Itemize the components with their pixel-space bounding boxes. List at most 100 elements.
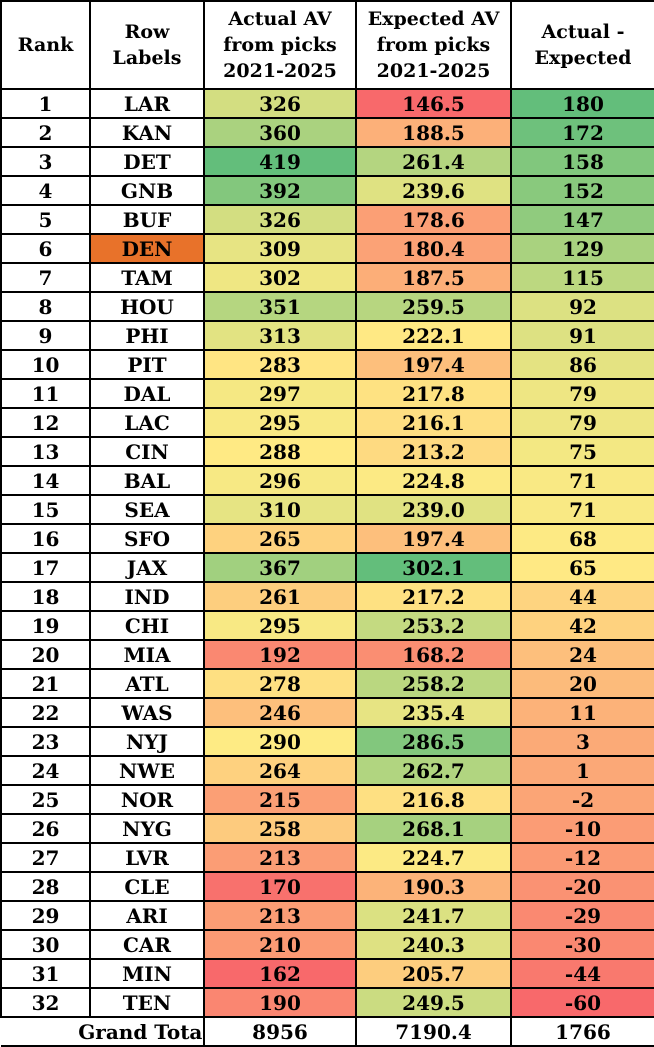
table-row: 10 PIT 283 197.4 86 <box>0 349 654 380</box>
rank-cell: 8 <box>0 291 91 322</box>
actual-av-cell: 297 <box>203 378 357 409</box>
diff-cell: 44 <box>510 581 654 612</box>
rank-cell: 18 <box>0 581 91 612</box>
expected-av-cell: 253.2 <box>355 610 512 641</box>
table-row: 17 JAX 367 302.1 65 <box>0 552 654 583</box>
team-cell: SFO <box>89 523 205 554</box>
grand-total-diff-cell: 1766 <box>510 1016 654 1047</box>
expected-av-cell: 262.7 <box>355 755 512 786</box>
table-footer: Grand Total 8956 7190.4 1766 <box>1 1016 654 1047</box>
diff-cell: 158 <box>510 146 654 177</box>
actual-av-cell: 215 <box>203 784 357 815</box>
rank-cell: 1 <box>0 88 91 119</box>
expected-av-cell: 258.2 <box>355 668 512 699</box>
expected-av-cell: 235.4 <box>355 697 512 728</box>
actual-av-cell: 278 <box>203 668 357 699</box>
team-cell: PHI <box>89 320 205 351</box>
diff-cell: 11 <box>510 697 654 728</box>
actual-av-cell: 290 <box>203 726 357 757</box>
team-cell: NOR <box>89 784 205 815</box>
actual-av-cell: 265 <box>203 523 357 554</box>
table-row: 1 LAR 326 146.5 180 <box>0 88 654 119</box>
expected-av-cell: 222.1 <box>355 320 512 351</box>
team-cell: GNB <box>89 175 205 206</box>
diff-cell: 20 <box>510 668 654 699</box>
actual-av-cell: 295 <box>203 610 357 641</box>
diff-cell: 68 <box>510 523 654 554</box>
team-cell: TEN <box>89 987 205 1018</box>
rank-cell: 6 <box>0 233 91 264</box>
actual-av-cell: 313 <box>203 320 357 351</box>
team-cell: KAN <box>89 117 205 148</box>
table-row: 7 TAM 302 187.5 115 <box>0 262 654 293</box>
table-row: 28 CLE 170 190.3 -20 <box>0 871 654 902</box>
grand-total-row: Grand Total 8956 7190.4 1766 <box>1 1016 654 1047</box>
team-cell: MIN <box>89 958 205 989</box>
diff-cell: -12 <box>510 842 654 873</box>
rank-cell: 5 <box>0 204 91 235</box>
expected-av-cell: 205.7 <box>355 958 512 989</box>
actual-av-cell: 288 <box>203 436 357 467</box>
expected-av-cell: 217.2 <box>355 581 512 612</box>
diff-cell: 92 <box>510 291 654 322</box>
rank-cell: 3 <box>0 146 91 177</box>
rank-cell: 28 <box>0 871 91 902</box>
expected-av-cell: 268.1 <box>355 813 512 844</box>
diff-cell: 152 <box>510 175 654 206</box>
table-row: 15 SEA 310 239.0 71 <box>0 494 654 525</box>
diff-cell: 3 <box>510 726 654 757</box>
diff-cell: 1 <box>510 755 654 786</box>
actual-av-cell: 264 <box>203 755 357 786</box>
actual-av-cell: 192 <box>203 639 357 670</box>
rank-cell: 30 <box>0 929 91 960</box>
team-cell: NYG <box>89 813 205 844</box>
diff-cell: 129 <box>510 233 654 264</box>
actual-av-cell: 283 <box>203 349 357 380</box>
rank-cell: 22 <box>0 697 91 728</box>
rank-cell: 27 <box>0 842 91 873</box>
actual-av-cell: 296 <box>203 465 357 496</box>
expected-av-cell: 146.5 <box>355 88 512 119</box>
header-row: Rank Row Labels Actual AV from picks 202… <box>0 0 654 90</box>
table-row: 27 LVR 213 224.7 -12 <box>0 842 654 873</box>
expected-av-cell: 216.8 <box>355 784 512 815</box>
team-cell: LAR <box>89 88 205 119</box>
expected-av-cell: 197.4 <box>355 349 512 380</box>
expected-av-cell: 240.3 <box>355 929 512 960</box>
diff-cell: 172 <box>510 117 654 148</box>
rank-cell: 17 <box>0 552 91 583</box>
diff-cell: 71 <box>510 494 654 525</box>
table-row: 21 ATL 278 258.2 20 <box>0 668 654 699</box>
expected-av-cell: 241.7 <box>355 900 512 931</box>
table-row: 25 NOR 215 216.8 -2 <box>0 784 654 815</box>
rank-cell: 32 <box>0 987 91 1018</box>
expected-av-cell: 217.8 <box>355 378 512 409</box>
table-row: 14 BAL 296 224.8 71 <box>0 465 654 496</box>
expected-av-cell: 259.5 <box>355 291 512 322</box>
actual-av-cell: 213 <box>203 842 357 873</box>
col-header-rank: Rank <box>0 0 91 90</box>
table-row: 4 GNB 392 239.6 152 <box>0 175 654 206</box>
team-cell: IND <box>89 581 205 612</box>
actual-av-cell: 210 <box>203 929 357 960</box>
expected-av-cell: 239.0 <box>355 494 512 525</box>
team-cell: BAL <box>89 465 205 496</box>
table-row: 31 MIN 162 205.7 -44 <box>0 958 654 989</box>
table-row: 23 NYJ 290 286.5 3 <box>0 726 654 757</box>
col-header-actual-av: Actual AV from picks 2021-2025 <box>203 0 357 90</box>
actual-av-cell: 302 <box>203 262 357 293</box>
team-cell: HOU <box>89 291 205 322</box>
expected-av-cell: 178.6 <box>355 204 512 235</box>
expected-av-cell: 286.5 <box>355 726 512 757</box>
team-cell: CLE <box>89 871 205 902</box>
expected-av-cell: 261.4 <box>355 146 512 177</box>
expected-av-cell: 190.3 <box>355 871 512 902</box>
team-cell: BUF <box>89 204 205 235</box>
diff-cell: 86 <box>510 349 654 380</box>
team-cell: CAR <box>89 929 205 960</box>
diff-cell: -10 <box>510 813 654 844</box>
diff-cell: -30 <box>510 929 654 960</box>
actual-av-cell: 367 <box>203 552 357 583</box>
rank-cell: 24 <box>0 755 91 786</box>
actual-av-cell: 419 <box>203 146 357 177</box>
